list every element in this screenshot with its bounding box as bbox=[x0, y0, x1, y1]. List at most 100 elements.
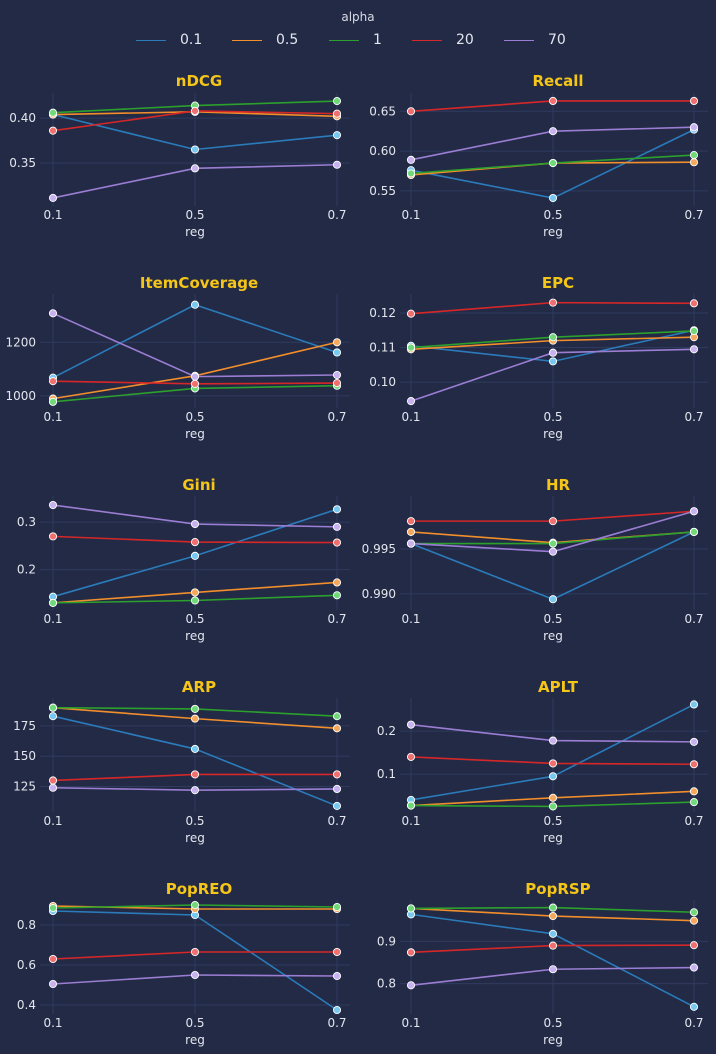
data-point bbox=[332, 131, 342, 140]
x-tick-label: 0.1 bbox=[401, 410, 420, 424]
y-tick-label: 0.1 bbox=[377, 767, 396, 781]
data-point bbox=[332, 160, 342, 169]
data-point bbox=[406, 801, 416, 810]
y-tick-label: 1200 bbox=[5, 335, 36, 349]
x-tick-label: 0.5 bbox=[185, 410, 204, 424]
data-point bbox=[190, 300, 200, 309]
legend-label: 0.5 bbox=[276, 32, 299, 48]
data-point bbox=[548, 941, 558, 950]
data-point bbox=[48, 397, 58, 406]
x-tick-label: 0.1 bbox=[401, 208, 420, 222]
data-point bbox=[332, 902, 342, 912]
x-tick-label: 0.1 bbox=[401, 1016, 420, 1030]
data-point bbox=[548, 965, 558, 974]
data-point bbox=[190, 106, 200, 115]
data-point bbox=[48, 954, 58, 964]
y-tick-label: 0.3 bbox=[17, 515, 36, 529]
data-point bbox=[689, 963, 699, 972]
x-axis-label: reg bbox=[185, 225, 205, 239]
data-point bbox=[548, 547, 558, 556]
data-point bbox=[190, 900, 200, 910]
panel-gini: Gini 0.2 0.3 0.1 0.5 0.7 reg bbox=[17, 476, 350, 643]
data-point bbox=[190, 538, 200, 547]
data-point bbox=[548, 595, 558, 604]
panel-hr: HR 0.990 0.995 0.1 0.5 0.7 reg bbox=[362, 476, 708, 643]
data-point bbox=[332, 971, 342, 981]
data-point bbox=[689, 158, 699, 167]
data-point bbox=[190, 164, 200, 173]
data-point bbox=[190, 145, 200, 154]
x-tick-label: 0.7 bbox=[327, 612, 346, 626]
panel-arp: ARP 125 150 175 0.1 0.5 0.7 reg bbox=[13, 678, 350, 845]
data-point bbox=[190, 519, 200, 529]
y-tick-label: 1000 bbox=[5, 389, 36, 403]
x-tick-label: 0.7 bbox=[684, 1016, 703, 1030]
x-axis-label: reg bbox=[543, 427, 563, 441]
x-tick-label: 0.1 bbox=[43, 814, 62, 828]
data-point bbox=[406, 948, 416, 957]
data-point bbox=[406, 752, 416, 761]
data-point bbox=[548, 517, 558, 526]
data-point bbox=[48, 500, 58, 510]
data-point bbox=[548, 802, 558, 811]
data-point bbox=[332, 338, 342, 347]
data-point bbox=[406, 720, 416, 729]
x-tick-label: 0.7 bbox=[684, 410, 703, 424]
panel-title: Gini bbox=[182, 476, 215, 494]
x-tick-label: 0.7 bbox=[327, 1016, 346, 1030]
data-point bbox=[548, 736, 558, 745]
x-tick-label: 0.7 bbox=[327, 410, 346, 424]
x-tick-label: 0.1 bbox=[43, 410, 62, 424]
data-point bbox=[190, 786, 200, 795]
data-point bbox=[548, 772, 558, 781]
x-axis-label: reg bbox=[185, 1033, 205, 1047]
y-tick-label: 175 bbox=[13, 719, 36, 733]
legend-swatch bbox=[136, 39, 166, 41]
y-tick-label: 0.4 bbox=[17, 998, 36, 1012]
x-tick-label: 0.5 bbox=[543, 208, 562, 222]
data-point bbox=[332, 770, 342, 779]
panel-title: PopREO bbox=[166, 880, 233, 898]
data-point bbox=[689, 916, 699, 925]
data-point bbox=[689, 798, 699, 807]
data-point bbox=[689, 151, 699, 160]
data-point bbox=[548, 193, 558, 203]
data-point bbox=[332, 505, 342, 514]
y-tick-label: 0.6 bbox=[17, 958, 36, 972]
x-axis-label: reg bbox=[543, 831, 563, 845]
data-point bbox=[406, 309, 416, 318]
y-tick-label: 0.65 bbox=[369, 104, 396, 118]
y-tick-label: 0.40 bbox=[9, 111, 36, 125]
panel-ndcg: nDCG 0.35 0.40 0.1 0.5 0.7 reg bbox=[9, 72, 350, 239]
data-point bbox=[548, 333, 558, 342]
data-point bbox=[332, 109, 342, 118]
data-point bbox=[548, 158, 558, 168]
x-tick-label: 0.7 bbox=[327, 814, 346, 828]
legend-entry: 70 bbox=[504, 31, 566, 49]
x-tick-label: 0.1 bbox=[401, 612, 420, 626]
data-point bbox=[689, 507, 699, 516]
data-point bbox=[689, 908, 699, 917]
y-tick-label: 0.11 bbox=[369, 341, 396, 355]
x-axis-label: reg bbox=[185, 831, 205, 845]
panel-itemcoverage: ItemCoverage 1000 1200 0.1 0.5 0.7 reg bbox=[5, 274, 350, 441]
x-tick-label: 0.1 bbox=[401, 814, 420, 828]
data-point bbox=[190, 596, 200, 605]
data-point bbox=[48, 193, 58, 202]
x-tick-label: 0.5 bbox=[543, 410, 562, 424]
x-tick-label: 0.5 bbox=[543, 814, 562, 828]
data-point bbox=[332, 379, 342, 388]
legend-entry: 0.1 bbox=[136, 31, 202, 49]
data-point bbox=[548, 357, 558, 366]
x-tick-label: 0.7 bbox=[327, 208, 346, 222]
data-point bbox=[190, 744, 200, 753]
y-tick-label: 0.995 bbox=[362, 542, 396, 556]
x-tick-label: 0.5 bbox=[543, 1016, 562, 1030]
data-point bbox=[689, 123, 699, 132]
panel-title: ItemCoverage bbox=[140, 274, 258, 292]
data-point bbox=[689, 345, 699, 354]
data-point bbox=[406, 107, 416, 116]
legend-label: 0.1 bbox=[180, 32, 203, 48]
data-point bbox=[689, 96, 699, 106]
